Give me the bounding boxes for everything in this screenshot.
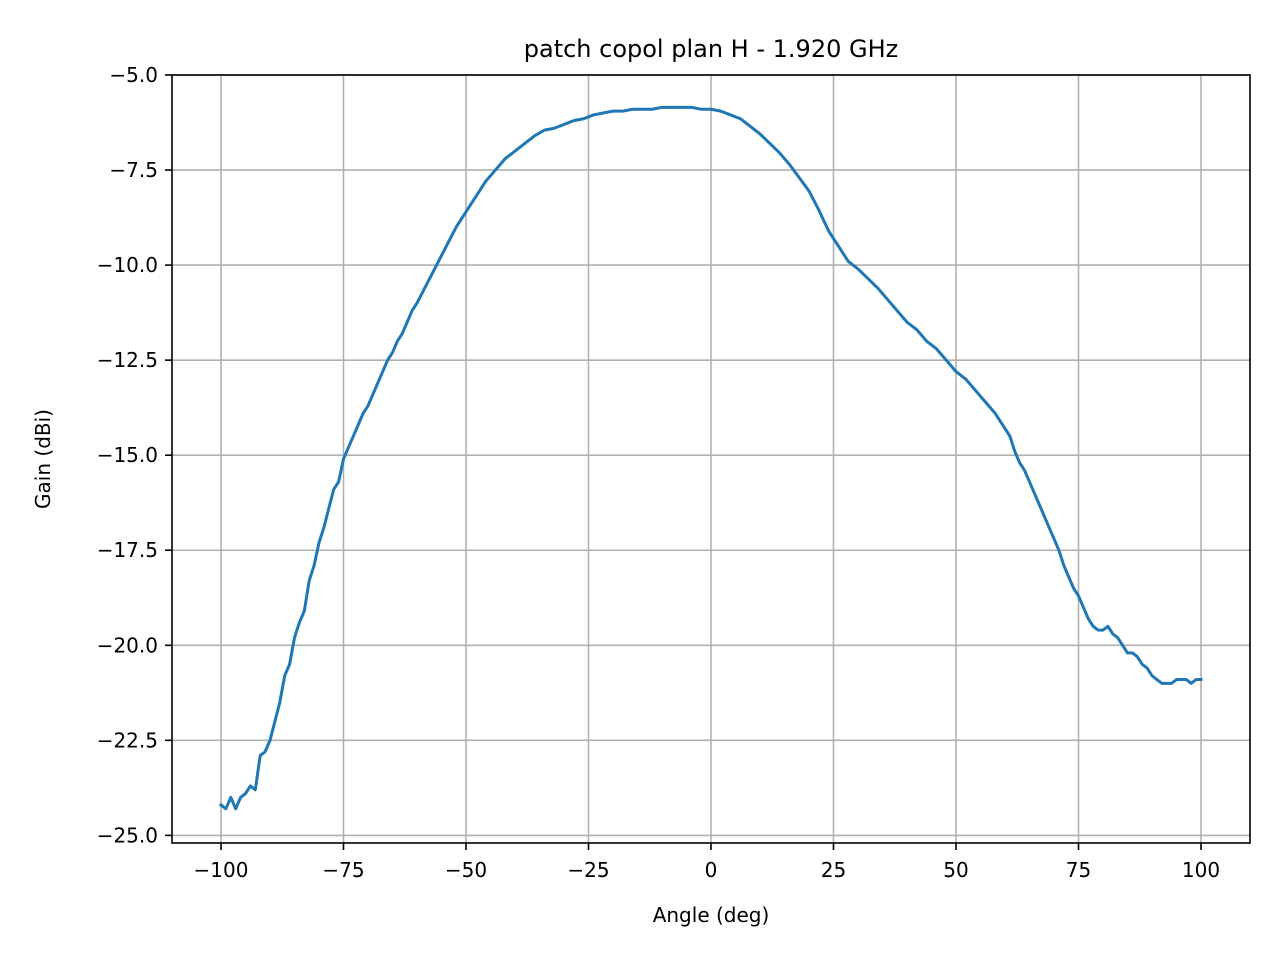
x-tick-label: −75	[322, 858, 364, 882]
y-tick-label: −12.5	[97, 348, 158, 372]
y-axis-ticks: −5.0 −7.5 −10.0 −12.5 −15.0 −17.5 −20.0 −22.5 −2…	[97, 63, 172, 847]
y-tick-label: −15.0	[97, 443, 158, 467]
grid-lines	[172, 74, 1250, 843]
x-tick-label: −50	[445, 858, 487, 882]
y-tick-label: −7.5	[109, 158, 158, 182]
y-tick-label: −25.0	[97, 823, 158, 847]
x-tick-label: 0	[705, 858, 718, 882]
series-line-0	[218, 105, 1203, 811]
x-tick-label: −25	[567, 858, 609, 882]
y-tick-label: −17.5	[97, 538, 158, 562]
x-tick-label: 75	[1066, 858, 1091, 882]
x-tick-label: 50	[943, 858, 968, 882]
x-axis-ticks: −100 −75 −50 −25 0 25 50 75 100	[194, 843, 1220, 882]
y-tick-label: −5.0	[109, 63, 158, 87]
y-tick-label: −10.0	[97, 253, 158, 277]
y-axis-label: Gain (dBi)	[31, 409, 55, 509]
y-tick-label: −20.0	[97, 633, 158, 657]
x-tick-label: 100	[1182, 858, 1220, 882]
x-tick-label: 25	[821, 858, 846, 882]
x-tick-label: −100	[194, 858, 249, 882]
series-layer	[218, 105, 1203, 811]
y-tick-label: −22.5	[97, 728, 158, 752]
x-axis-label: Angle (deg)	[653, 903, 770, 927]
chart-title: patch copol plan H - 1.920 GHz	[524, 35, 898, 63]
